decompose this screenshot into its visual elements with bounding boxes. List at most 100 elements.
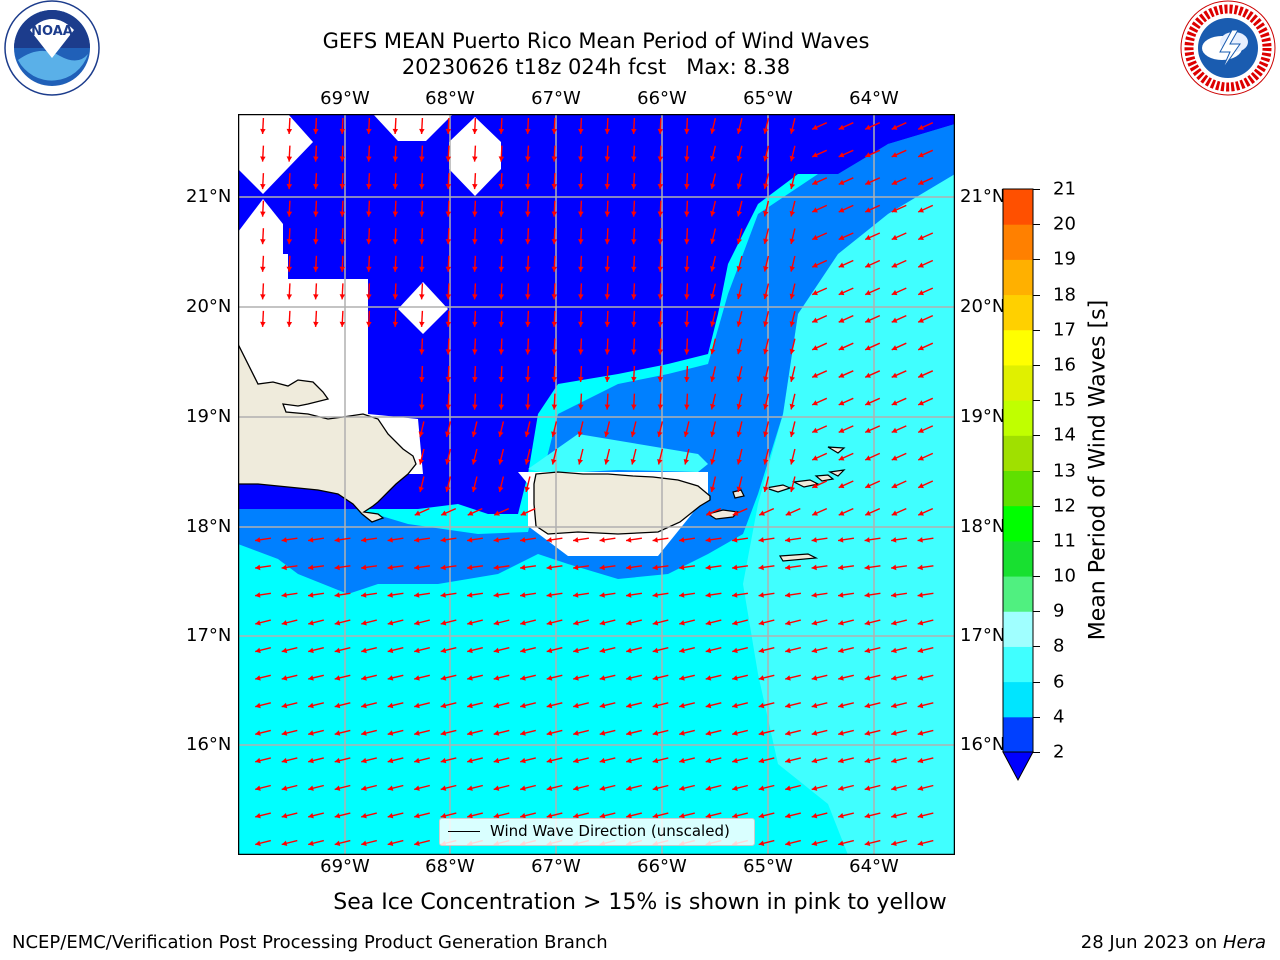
wind-wave-arrow	[551, 145, 558, 162]
missing-data-patch	[238, 199, 283, 254]
wind-wave-arrow	[313, 310, 319, 327]
colorbar-title: Mean Period of Wind Waves [s]	[1085, 299, 1111, 641]
wind-wave-arrow	[578, 338, 584, 355]
wind-wave-arrow	[467, 674, 483, 681]
wind-wave-arrow	[811, 122, 828, 130]
wind-wave-arrow	[599, 729, 616, 736]
wind-wave-arrow	[578, 173, 584, 190]
wind-wave-arrow	[789, 118, 796, 134]
wind-wave-arrow	[546, 784, 563, 791]
wind-wave-arrow	[736, 476, 743, 493]
wind-wave-arrow	[710, 200, 717, 217]
wind-wave-arrow	[758, 757, 775, 764]
wind-wave-arrow	[758, 619, 775, 626]
lon-label-bottom: 69°W	[320, 856, 370, 877]
wind-wave-arrow	[710, 145, 717, 162]
wind-wave-arrow	[313, 145, 319, 162]
wind-wave-arrow	[864, 757, 881, 764]
wind-wave-arrow	[361, 619, 377, 626]
wind-wave-arrow	[445, 310, 452, 327]
wind-wave-arrow	[784, 537, 802, 543]
wind-wave-arrow	[625, 537, 643, 543]
wind-wave-arrow	[387, 564, 404, 571]
wind-wave-arrow	[472, 200, 478, 217]
wind-wave-arrow	[705, 619, 722, 626]
wind-wave-arrow	[493, 702, 510, 709]
colorbar-tick-mark	[1033, 435, 1040, 437]
wind-wave-arrow	[366, 145, 372, 162]
wind-wave-arrow	[679, 784, 695, 791]
wind-wave-arrow	[811, 204, 828, 213]
wind-wave-arrow	[626, 784, 642, 791]
wind-wave-arrow	[572, 592, 590, 598]
wind-wave-arrow	[917, 287, 934, 296]
wind-wave-arrow	[573, 784, 589, 791]
wind-wave-arrow	[736, 448, 743, 465]
wind-wave-arrow	[445, 173, 452, 190]
wind-wave-arrow	[631, 393, 637, 410]
colorbar-tick-mark	[1033, 540, 1040, 542]
wind-wave-arrow	[785, 812, 801, 819]
wind-wave-arrow	[260, 228, 266, 245]
wind-wave-arrow	[917, 592, 934, 598]
lat-label-left: 17°N	[186, 625, 232, 646]
missing-data-patch	[373, 114, 453, 141]
wind-wave-arrow	[418, 448, 425, 465]
wind-wave-arrow	[684, 117, 690, 135]
wind-wave-arrow	[546, 729, 563, 736]
wind-wave-arrow	[525, 255, 531, 272]
wind-wave-arrow	[366, 228, 372, 245]
map-frame	[237, 113, 956, 856]
wind-wave-arrow	[578, 200, 584, 217]
wind-wave-arrow	[890, 537, 908, 543]
wind-wave-arrow	[578, 255, 584, 272]
wind-wave-arrow	[255, 839, 271, 846]
wind-wave-arrow	[467, 619, 483, 626]
wind-wave-arrow	[392, 283, 399, 300]
wind-wave-arrow	[599, 619, 616, 626]
wind-wave-arrow	[546, 592, 563, 598]
wind-wave-arrow	[387, 619, 404, 626]
wind-wave-arrow	[838, 177, 854, 186]
wind-wave-arrow	[604, 145, 611, 162]
wind-wave-arrow	[254, 537, 272, 543]
wind-wave-arrow	[864, 287, 881, 296]
map-plot[interactable]	[237, 113, 956, 859]
missing-data-patch	[238, 114, 313, 194]
wind-wave-arrow	[763, 283, 770, 300]
wind-wave-arrow	[493, 812, 510, 819]
wind-wave-arrow	[838, 812, 854, 819]
map-canvas	[237, 113, 956, 856]
lon-label-top: 66°W	[637, 88, 687, 109]
wind-wave-arrow	[684, 338, 690, 355]
wind-wave-arrow	[652, 537, 669, 543]
wind-wave-arrow	[440, 619, 457, 626]
wind-wave-arrow	[864, 480, 881, 489]
wind-wave-arrow	[577, 448, 584, 465]
wind-wave-arrow	[864, 592, 881, 598]
wind-wave-arrow	[472, 310, 478, 327]
wind-wave-arrow	[710, 173, 717, 190]
wind-wave-arrow	[419, 200, 425, 217]
wind-wave-arrow	[387, 674, 404, 681]
wind-wave-arrow	[498, 255, 505, 272]
wind-wave-arrow	[334, 784, 351, 791]
wind-wave-arrow	[785, 674, 801, 681]
lat-label-right: 16°N	[960, 734, 1006, 755]
wind-wave-arrow	[838, 674, 854, 681]
wind-wave-arrow	[838, 702, 854, 709]
wind-wave-arrow	[334, 812, 351, 819]
wind-wave-arrow	[758, 839, 775, 846]
wind-wave-arrow	[525, 228, 531, 245]
wind-wave-arrow	[631, 338, 637, 355]
colorbar-tick-mark	[1033, 224, 1040, 226]
wind-wave-arrow	[811, 812, 828, 819]
wind-wave-arrow	[392, 310, 399, 327]
wind-wave-arrow	[684, 255, 690, 272]
wind-wave-arrow	[498, 476, 505, 493]
wind-wave-arrow	[758, 592, 775, 598]
wind-wave-arrow	[286, 145, 293, 162]
wind-wave-arrow	[578, 310, 584, 327]
colorbar-cell	[1003, 576, 1033, 612]
colorbar-tick-label: 13	[1053, 460, 1076, 481]
